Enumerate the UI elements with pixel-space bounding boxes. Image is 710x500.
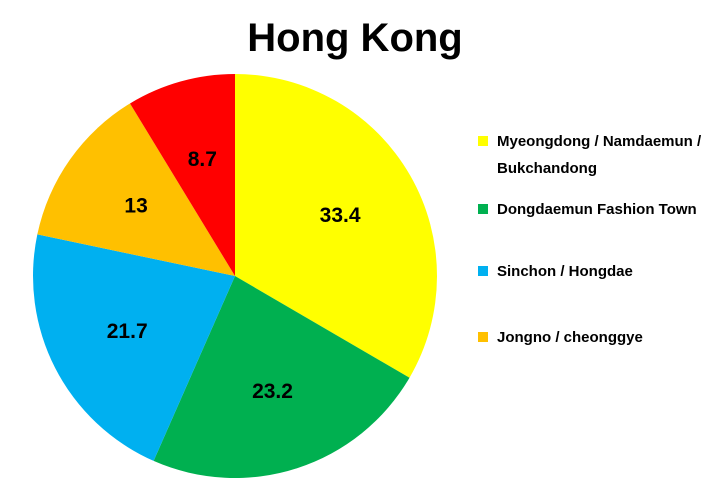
pie-slice [153, 276, 410, 479]
pie-slice [130, 74, 235, 276]
slice-data-label: 13 [124, 195, 147, 218]
pie-slices [33, 74, 437, 479]
chart-title: Hong Kong [247, 16, 463, 60]
legend-swatch [478, 332, 488, 342]
legend-label: Myeongdong / Namdaemun / Bukchandong [497, 133, 702, 177]
legend-swatch [478, 136, 488, 146]
legend-label: Sinchon / Hongdae [497, 263, 633, 280]
slice-data-label: 21.7 [107, 320, 148, 343]
legend-label: Dongdaemun Fashion Town [497, 201, 697, 218]
slice-data-label: 33.4 [320, 204, 361, 227]
legend-swatch [478, 204, 488, 214]
slice-data-label: 8.7 [188, 148, 217, 171]
slice-data-label: 23.2 [252, 380, 293, 403]
legend-swatch [478, 266, 488, 276]
pie-data-labels: 33.4 23.2 21.7 13 8.7 [107, 148, 361, 403]
legend-label: Jongno / cheonggye [497, 329, 643, 346]
pie-slice [235, 74, 437, 378]
pie-slice [37, 103, 235, 276]
pie-slice [33, 234, 236, 461]
